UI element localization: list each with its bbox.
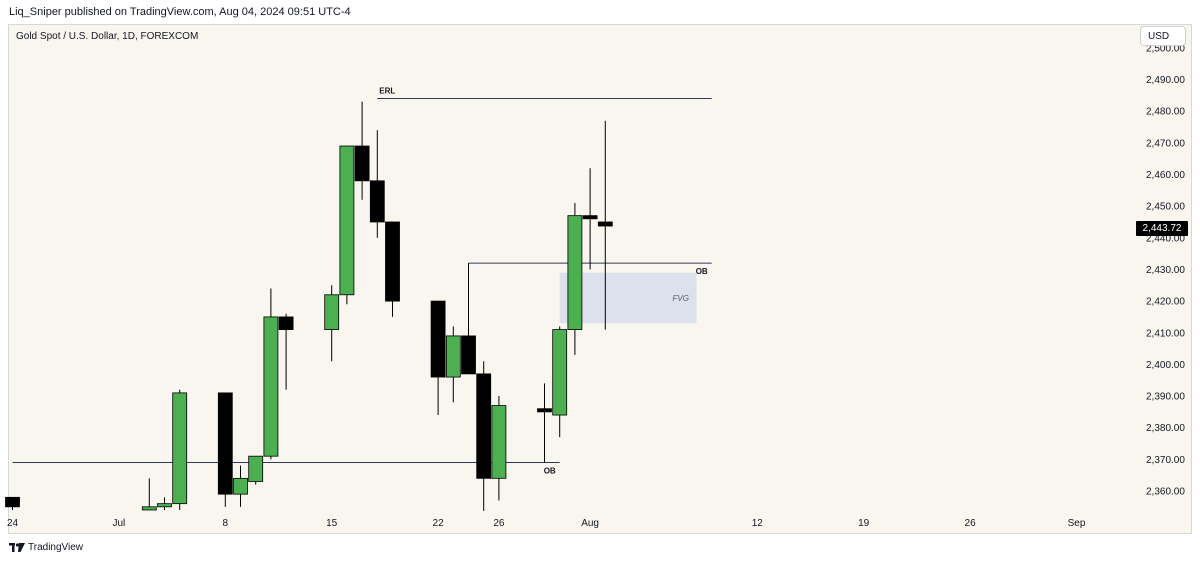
currency-button[interactable]: USD bbox=[1140, 26, 1186, 46]
candle-bearish[interactable] bbox=[582, 215, 598, 220]
tradingview-logo-icon bbox=[9, 543, 25, 552]
symbol-info: Gold Spot / U.S. Dollar, 1D, FOREXCOM bbox=[16, 31, 199, 42]
candle-bearish[interactable] bbox=[461, 335, 476, 375]
candle-bullish[interactable] bbox=[445, 335, 461, 378]
candle-bullish[interactable] bbox=[324, 294, 340, 330]
x-tick-label: 26 bbox=[965, 518, 977, 529]
candle-bullish[interactable] bbox=[233, 477, 248, 495]
erl-label: ERL bbox=[379, 87, 395, 96]
fvg-label: FVG bbox=[673, 294, 689, 303]
ob-label: OB bbox=[696, 267, 708, 276]
y-tick-label: 2,390.00 bbox=[1146, 392, 1185, 403]
y-tick-label: 2,400.00 bbox=[1146, 360, 1185, 371]
tradingview-brand[interactable]: TradingView bbox=[9, 542, 83, 553]
y-tick-label: 2,500.00 bbox=[1146, 43, 1185, 54]
top-bar: Liq_Sniper published on TradingView.com,… bbox=[0, 0, 1200, 24]
y-tick-label: 2,490.00 bbox=[1146, 75, 1185, 86]
candle-bearish[interactable] bbox=[430, 300, 446, 378]
candle-bullish[interactable] bbox=[339, 145, 355, 296]
candle-bullish[interactable] bbox=[491, 405, 507, 479]
y-tick-label: 2,420.00 bbox=[1146, 297, 1185, 308]
candle-bearish[interactable] bbox=[369, 180, 385, 223]
y-tick-label: 2,470.00 bbox=[1146, 138, 1185, 149]
y-tick-label: 2,430.00 bbox=[1146, 265, 1185, 276]
x-tick-label: 24 bbox=[7, 518, 19, 529]
y-tick-label: 2,480.00 bbox=[1146, 107, 1185, 118]
candle-bearish[interactable] bbox=[537, 408, 552, 413]
candle-bearish[interactable] bbox=[5, 496, 20, 508]
footer bbox=[0, 534, 1200, 563]
candle-bearish[interactable] bbox=[476, 373, 492, 479]
candle-bullish[interactable] bbox=[263, 316, 279, 457]
x-tick-label: 22 bbox=[433, 518, 445, 529]
x-tick-label: 8 bbox=[223, 518, 229, 529]
last-price-badge: 2,443.72 bbox=[1136, 221, 1188, 236]
y-tick-label: 2,410.00 bbox=[1146, 328, 1185, 339]
candle-bullish[interactable] bbox=[157, 503, 172, 508]
y-tick-label: 2,370.00 bbox=[1146, 455, 1185, 466]
candle-bearish[interactable] bbox=[597, 221, 613, 227]
y-tick-label: 2,360.00 bbox=[1146, 487, 1185, 498]
candle-bullish[interactable] bbox=[552, 329, 568, 416]
x-tick-label: 12 bbox=[752, 518, 764, 529]
x-tick-label: Aug bbox=[581, 518, 599, 529]
x-tick-label: Jul bbox=[113, 518, 126, 529]
y-tick-label: 2,380.00 bbox=[1146, 423, 1185, 434]
y-tick-label: 2,440.00 bbox=[1146, 233, 1185, 244]
candle-bullish[interactable] bbox=[141, 506, 157, 511]
x-tick-label: Sep bbox=[1068, 518, 1086, 529]
y-tick-label: 2,450.00 bbox=[1146, 202, 1185, 213]
candle-bullish[interactable] bbox=[172, 392, 188, 505]
candle-bearish[interactable] bbox=[354, 145, 370, 182]
brand-name: TradingView bbox=[28, 542, 84, 553]
candle-bullish[interactable] bbox=[567, 215, 583, 330]
publisher-info: Liq_Sniper published on TradingView.com,… bbox=[9, 6, 351, 18]
x-tick-label: 26 bbox=[493, 518, 505, 529]
candle-bearish[interactable] bbox=[278, 316, 294, 330]
candle-bearish[interactable] bbox=[217, 392, 233, 495]
ob-label: OB bbox=[544, 467, 556, 476]
fvg-zone bbox=[559, 272, 697, 324]
x-tick-label: 19 bbox=[858, 518, 870, 529]
candle-bullish[interactable] bbox=[248, 455, 264, 482]
y-tick-label: 2,460.00 bbox=[1146, 170, 1185, 181]
candle-bearish[interactable] bbox=[385, 221, 400, 302]
x-tick-label: 15 bbox=[326, 518, 338, 529]
